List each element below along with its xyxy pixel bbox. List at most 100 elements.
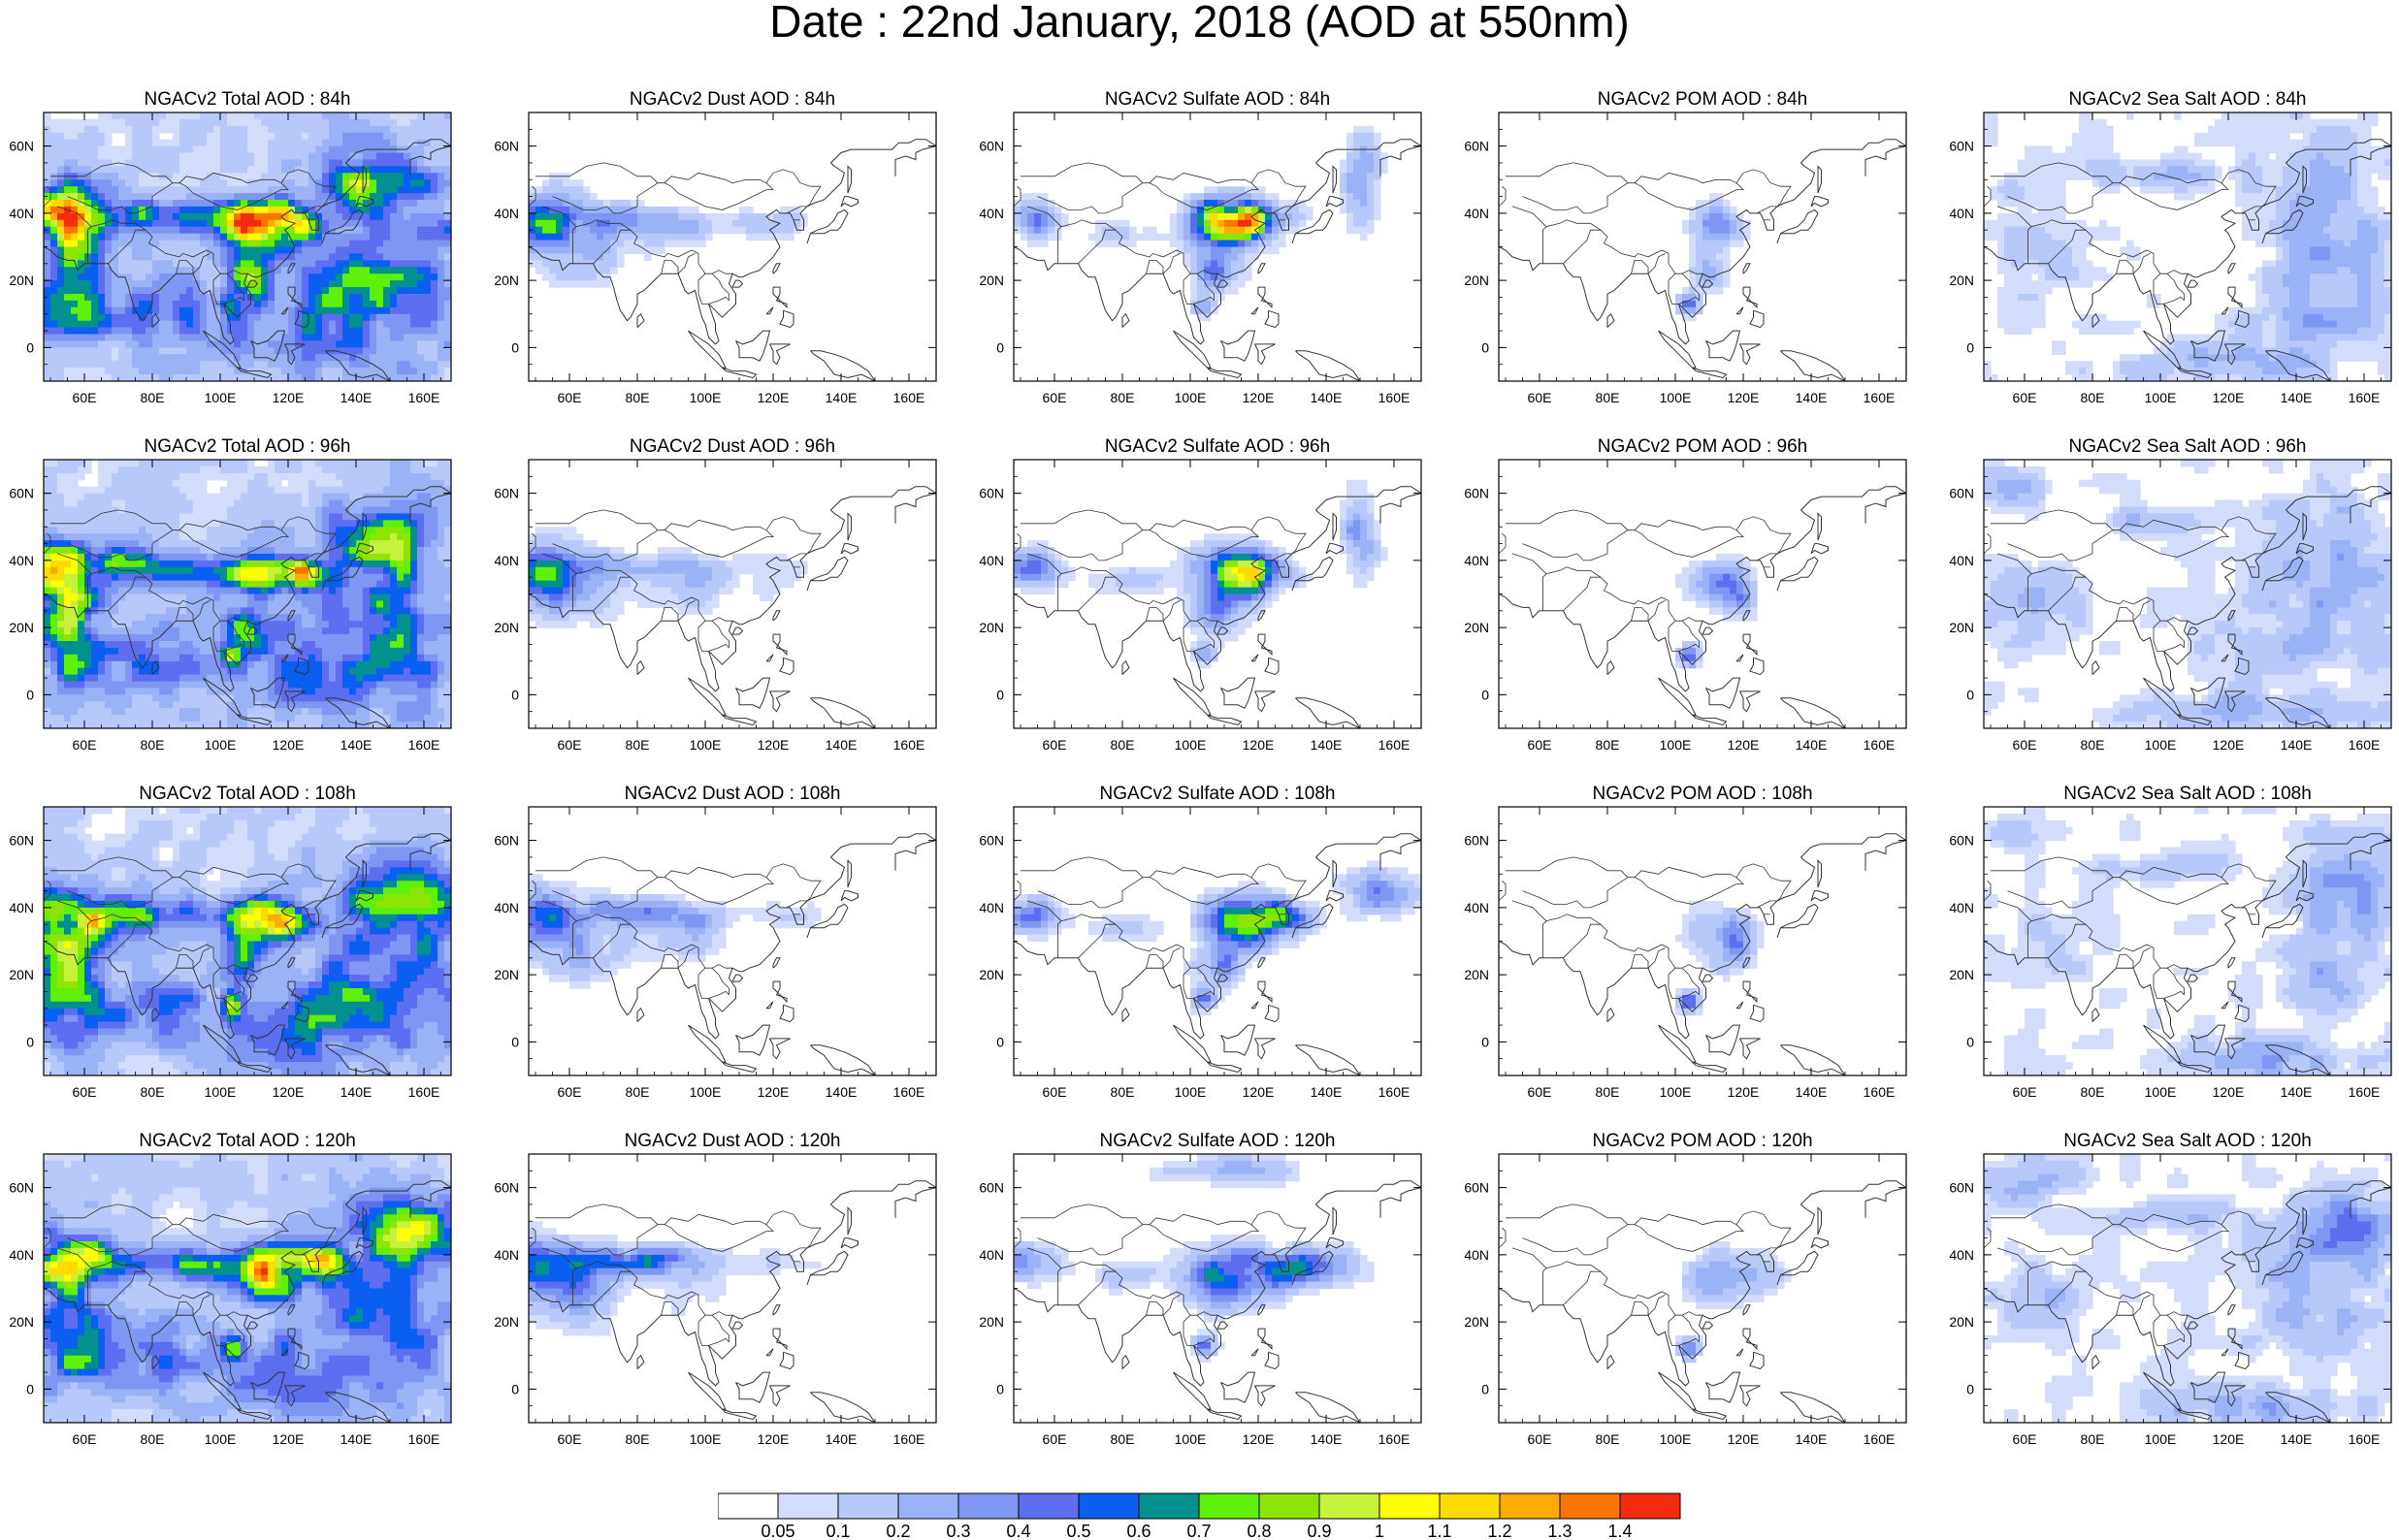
lon-tick-label: 80E <box>1596 1431 1620 1447</box>
lon-tick-label: 100E <box>690 390 722 405</box>
lat-tick-label: 40N <box>9 1247 34 1263</box>
lat-tick-label: 60N <box>1464 139 1489 154</box>
panel-title: NGACv2 Sea Salt AOD : 120h <box>1984 1131 2391 1152</box>
lat-tick-label: 40N <box>979 206 1004 221</box>
panel-title: NGACv2 Total AOD : 120h <box>44 1131 451 1152</box>
lat-tick-label: 20N <box>494 967 519 982</box>
lat-tick-label: 20N <box>1464 620 1489 635</box>
lon-tick-label: 80E <box>1111 1431 1135 1447</box>
lon-tick-label: 160E <box>893 1431 925 1447</box>
aod-map: 60E 80E 100E 120E 140E 160E 60N 40N 20N 0 <box>1464 459 1907 753</box>
lon-tick-label: 60E <box>1528 390 1552 405</box>
colorbar-label: 0.1 <box>826 1522 850 1540</box>
lon-tick-label: 140E <box>1796 1084 1828 1100</box>
coastlines <box>1499 1180 1906 1423</box>
lon-tick-label: 120E <box>1728 1084 1760 1100</box>
lon-tick-label: 140E <box>826 737 858 753</box>
colorbar-swatch <box>1619 1492 1681 1520</box>
coastlines <box>529 139 936 381</box>
lon-tick-label: 80E <box>1111 737 1135 753</box>
lon-tick-label: 140E <box>1311 1431 1343 1447</box>
lon-tick-label: 140E <box>826 1431 858 1447</box>
lat-tick-label: 60N <box>1949 139 1974 154</box>
aod-field <box>1675 1241 1792 1364</box>
colorbar-label: 0.2 <box>886 1522 910 1540</box>
coastlines <box>44 486 451 728</box>
panel-title: NGACv2 Sulfate AOD : 96h <box>1014 436 1421 458</box>
aod-map: 60E 80E 100E 120E 140E 160E 60N 40N 20N 0 <box>494 806 937 1100</box>
lat-tick-label: 0 <box>1481 339 1489 355</box>
lat-tick-label: 0 <box>26 1034 34 1049</box>
coastlines <box>1499 833 1906 1075</box>
panel-title: NGACv2 Total AOD : 96h <box>44 436 451 458</box>
lon-tick-label: 60E <box>1043 390 1067 405</box>
lon-tick-label: 140E <box>1796 737 1828 753</box>
lat-tick-label: 40N <box>1464 1247 1489 1263</box>
lon-tick-label: 160E <box>2349 1084 2381 1100</box>
lon-tick-label: 80E <box>626 1431 650 1447</box>
aod-field <box>529 173 808 288</box>
lon-tick-label: 140E <box>1796 1431 1828 1447</box>
lon-tick-label: 100E <box>205 390 237 405</box>
panel-title: NGACv2 Sea Salt AOD : 108h <box>1984 784 2391 805</box>
lon-tick-label: 140E <box>1796 390 1828 405</box>
lat-tick-label: 20N <box>979 1314 1004 1330</box>
lon-tick-label: 80E <box>2081 737 2105 753</box>
aod-map: 60E 80E 100E 120E 140E 160E 60N 40N 20N 0 <box>9 806 452 1100</box>
lon-tick-label: 60E <box>2013 390 2037 405</box>
lon-tick-label: 100E <box>205 737 237 753</box>
lon-tick-label: 160E <box>1864 390 1896 405</box>
lat-tick-label: 0 <box>511 1381 519 1396</box>
lat-tick-label: 40N <box>979 900 1004 915</box>
lon-tick-label: 100E <box>1175 1431 1207 1447</box>
lat-tick-label: 20N <box>1949 967 1974 982</box>
aod-field <box>1675 553 1758 669</box>
lon-tick-label: 60E <box>2013 737 2037 753</box>
lon-tick-label: 100E <box>2145 390 2177 405</box>
coastlines <box>1984 833 2391 1075</box>
lon-tick-label: 160E <box>1864 1084 1896 1100</box>
coastlines <box>1984 1180 2391 1423</box>
colorbar-label: 0.4 <box>1006 1522 1030 1540</box>
lat-tick-label: 60N <box>494 1180 519 1196</box>
lon-tick-label: 160E <box>893 737 925 753</box>
panel-title: NGACv2 POM AOD : 120h <box>1499 1131 1906 1152</box>
lat-tick-label: 0 <box>996 1381 1004 1396</box>
lon-tick-label: 140E <box>340 390 373 405</box>
lon-tick-label: 120E <box>1728 737 1760 753</box>
lat-tick-label: 0 <box>1966 1381 1974 1396</box>
coastlines <box>1014 1180 1421 1423</box>
lat-tick-label: 20N <box>9 1314 34 1330</box>
lon-tick-label: 80E <box>1596 1084 1620 1100</box>
page-title: Date : 22nd January, 2018 (AOD at 550nm) <box>0 0 2399 44</box>
coastlines <box>1984 486 2391 728</box>
colorbar-label: 0.3 <box>946 1522 970 1540</box>
lat-tick-label: 40N <box>979 1247 1004 1263</box>
lat-tick-label: 60N <box>979 1180 1004 1196</box>
colorbar-swatch <box>1318 1492 1380 1520</box>
lon-tick-label: 140E <box>2281 737 2313 753</box>
lat-tick-label: 40N <box>1949 206 1974 221</box>
lon-tick-label: 100E <box>205 1084 237 1100</box>
panel-title: NGACv2 Dust AOD : 84h <box>529 89 936 111</box>
aod-field <box>1014 125 1388 322</box>
lat-tick-label: 0 <box>1966 339 1974 355</box>
lat-tick-label: 60N <box>9 486 34 501</box>
aod-field <box>44 112 451 381</box>
aod-field <box>1675 900 1765 1016</box>
aod-colorbar: 0.05 0.1 0.2 0.3 0.4 0.5 0.6 0.7 0.8 0.9 1 1.1 1.2 1.… <box>718 1492 1681 1540</box>
lon-tick-label: 100E <box>2145 737 2177 753</box>
aod-field <box>44 807 451 1075</box>
coastlines <box>1014 833 1421 1075</box>
lat-tick-label: 40N <box>494 553 519 568</box>
lon-tick-label: 80E <box>1596 737 1620 753</box>
aod-map: 60E 80E 100E 120E 140E 160E 60N 40N 20N 0 <box>1949 806 2392 1100</box>
lon-tick-label: 120E <box>758 1431 790 1447</box>
lat-tick-label: 0 <box>1481 1381 1489 1396</box>
panel-title: NGACv2 Total AOD : 108h <box>44 784 451 805</box>
lat-tick-label: 60N <box>979 139 1004 154</box>
colorbar-swatch <box>1078 1492 1140 1520</box>
lon-tick-label: 160E <box>893 1084 925 1100</box>
lon-tick-label: 80E <box>1111 1084 1135 1100</box>
lat-tick-label: 0 <box>511 687 519 702</box>
